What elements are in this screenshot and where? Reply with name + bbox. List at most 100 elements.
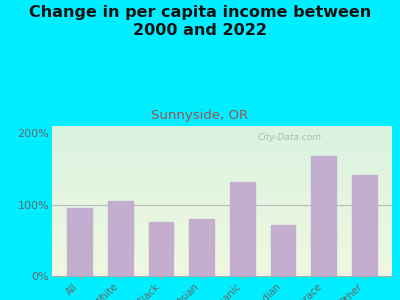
Text: City-Data.com: City-Data.com (258, 134, 322, 142)
Bar (149, 222, 173, 276)
Bar (52, 213, 392, 214)
Bar (52, 146, 392, 147)
Bar (52, 230, 392, 231)
Bar (52, 182, 392, 183)
Bar (52, 249, 392, 250)
Bar (52, 158, 392, 159)
Bar (52, 169, 392, 171)
Bar (52, 138, 392, 140)
Bar (52, 243, 392, 244)
Bar (52, 204, 392, 206)
Bar (52, 194, 392, 195)
Bar (52, 207, 392, 208)
Bar (108, 201, 132, 276)
Bar (52, 200, 392, 201)
Bar (52, 270, 392, 272)
Bar (52, 167, 392, 168)
Bar (52, 132, 392, 134)
Bar (52, 144, 392, 146)
Bar (52, 261, 392, 262)
Bar (52, 186, 392, 188)
Bar (271, 225, 295, 276)
Bar (52, 192, 392, 194)
Bar (52, 246, 392, 247)
Bar (52, 206, 392, 207)
Bar (52, 188, 392, 189)
Bar (52, 232, 392, 234)
Bar (52, 135, 392, 136)
Bar (52, 160, 392, 162)
Bar (52, 252, 392, 254)
Bar (52, 150, 392, 152)
Bar (52, 142, 392, 144)
Bar (52, 273, 392, 274)
Bar (68, 208, 92, 276)
Bar (52, 225, 392, 226)
Bar (52, 184, 392, 186)
Bar (52, 231, 392, 232)
Bar (52, 159, 392, 160)
Bar (52, 141, 392, 142)
Bar (52, 196, 392, 198)
Bar (52, 174, 392, 176)
Bar (52, 228, 392, 230)
Bar (52, 219, 392, 220)
Bar (52, 260, 392, 261)
Bar (52, 226, 392, 228)
Bar (52, 168, 392, 170)
Bar (230, 182, 254, 276)
Bar (52, 156, 392, 158)
Bar (52, 238, 392, 240)
Bar (52, 136, 392, 138)
Bar (352, 175, 376, 276)
Bar (52, 165, 392, 166)
Bar (52, 148, 392, 150)
Bar (52, 272, 392, 273)
Bar (52, 134, 392, 135)
Text: Change in per capita income between
2000 and 2022: Change in per capita income between 2000… (29, 4, 371, 38)
Bar (52, 255, 392, 256)
Bar (52, 222, 392, 224)
Bar (52, 268, 392, 270)
Bar (52, 180, 392, 182)
Bar (52, 176, 392, 177)
Bar (52, 258, 392, 260)
Bar (52, 266, 392, 267)
Bar (52, 250, 392, 252)
Bar (52, 264, 392, 266)
Bar (52, 256, 392, 258)
Bar (52, 162, 392, 164)
Bar (52, 236, 392, 237)
Bar (52, 202, 392, 204)
Bar (52, 195, 392, 196)
Bar (52, 210, 392, 212)
Bar (52, 147, 392, 148)
Bar (52, 214, 392, 216)
Bar (52, 172, 392, 174)
Bar (52, 152, 392, 153)
Bar (52, 177, 392, 178)
Bar (52, 128, 392, 129)
Bar (52, 234, 392, 236)
Bar (52, 183, 392, 184)
Bar (52, 244, 392, 246)
Bar (52, 189, 392, 190)
Bar (52, 178, 392, 180)
Bar (52, 171, 392, 172)
Bar (52, 154, 392, 156)
Bar (52, 208, 392, 210)
Bar (52, 130, 392, 132)
Text: Sunnyside, OR: Sunnyside, OR (152, 110, 248, 122)
Bar (52, 267, 392, 268)
Bar (52, 190, 392, 192)
Bar (52, 140, 392, 141)
Bar (190, 219, 214, 276)
Bar (52, 164, 392, 165)
Bar (52, 153, 392, 154)
Bar (52, 242, 392, 243)
Bar (52, 212, 392, 213)
Bar (52, 262, 392, 264)
Bar (52, 240, 392, 242)
Bar (52, 274, 392, 276)
Bar (52, 216, 392, 218)
